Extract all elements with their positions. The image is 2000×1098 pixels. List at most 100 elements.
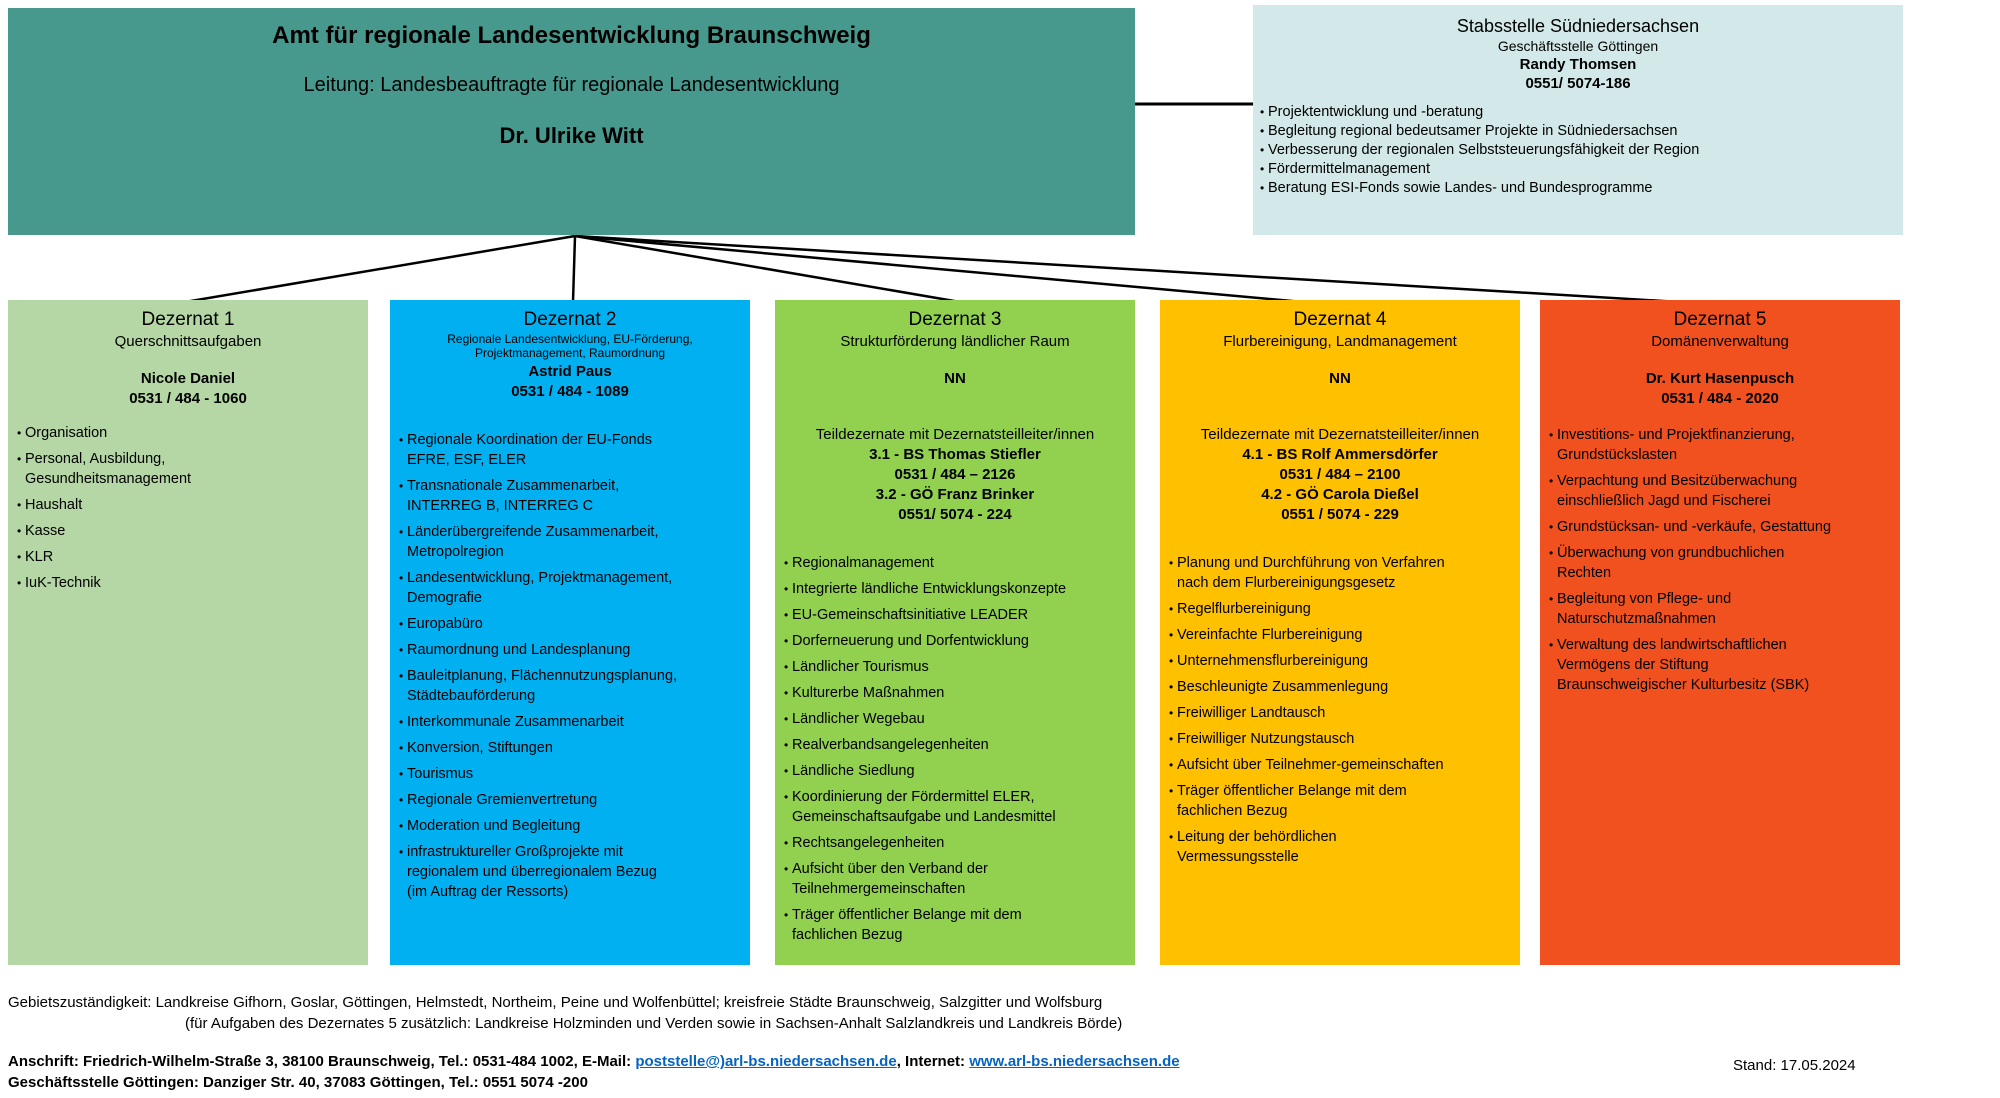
task-item: • EU-Gemeinschaftsinitiative LEADER [784,605,1131,625]
task-item-text: Ländlicher Tourismus [792,659,929,675]
task-item: • Freiwilliger Nutzungstausch [1169,729,1516,749]
task-item-text: Beratung ESI-Fonds sowie Landes- und Bun… [1268,180,1653,196]
task-item-text: KLR [25,549,54,565]
task-item: • Leitung der behördlichen Vermessungsste… [1169,827,1516,867]
task-item-text: Interkommunale Zusammenarbeit [407,714,624,730]
task-item: • Rechtsangelegenheiten [784,833,1131,853]
dezernat-3-leader: NN [944,370,966,387]
task-item-text: Vereinfachte Flurbereinigung [1177,627,1363,643]
bullet-icon: • [399,793,404,807]
task-item: • Freiwilliger Landtausch [1169,703,1516,723]
task-item-text: Projektentwicklung und -beratung [1268,104,1484,120]
task-item: • Begleitung von Pflege- und Naturschutzm… [1549,589,1896,629]
task-item-text: Rechtsangelegenheiten [792,835,945,851]
task-item: • Verpachtung und Besitzüberwachung einsc… [1549,471,1896,511]
bullet-icon: • [784,660,789,674]
bullet-icon: • [399,571,404,585]
address-line: Anschrift: Friedrich-Wilhelm-Straße 3, 3… [8,1052,1180,1072]
leadership-box: Amt für regionale Landesentwicklung Brau… [8,8,1135,235]
dezernat-2-title: Dezernat 2 [523,309,617,330]
bullet-icon: • [1260,162,1265,176]
dezernat-3-box: Dezernat 3 Strukturförderung ländlicher … [775,300,1135,965]
task-item: • Aufsicht über Teilnehmer-gemeinschaften [1169,755,1516,775]
stabsstelle-subtitle: Geschäftsstelle Göttingen [1497,38,1659,54]
dezernat-4-box: Dezernat 4 Flurbereinigung, Landmanageme… [1160,300,1520,965]
bullet-icon: • [784,908,789,922]
task-item: • Ländlicher Wegebau [784,709,1131,729]
email-link[interactable]: poststelle@)arl-bs.niedersachsen.de [635,1053,897,1070]
task-item-text: Koordinierung der Fördermittel ELER, Gem… [792,789,1056,825]
task-item: • Koordinierung der Fördermittel ELER, Ge… [784,787,1131,827]
task-item-text: Aufsicht über Teilnehmer-gemeinschaften [1177,757,1444,773]
task-item-text: Organisation [25,425,108,441]
task-item: • Verwaltung des landwirtschaftlichen Ver… [1549,635,1896,695]
task-item-text: Personal, Ausbildung, Gesundheitsmanagem… [25,451,192,487]
task-item-text: Regionale Koordination der EU-Fonds EFRE… [407,432,653,468]
task-item-text: Haushalt [25,497,83,513]
task-item-text: Begleitung von Pflege- und Naturschutzma… [1557,591,1732,627]
task-item: • Raumordnung und Landesplanung [399,640,746,660]
task-item: • Vereinfachte Flurbereinigung [1169,625,1516,645]
territorial-responsibility-line1: Gebietszuständigkeit: Landkreise Gifhorn… [8,994,1103,1011]
task-item-text: Bauleitplanung, Flächennutzungsplanung, … [407,668,678,704]
dezernat-5-subtitle: Domänenverwaltung [1651,333,1789,350]
bullet-icon: • [1169,732,1174,746]
bullet-icon: • [17,550,22,564]
bullet-icon: • [784,582,789,596]
task-item-text: Europabüro [407,616,483,632]
task-item: • Konversion, Stiftungen [399,738,746,758]
dezernat-3-title: Dezernat 3 [908,309,1002,330]
bullet-icon: • [1549,428,1554,442]
stabsstelle-box: Stabsstelle Südniedersachsen Geschäftsst… [1253,5,1903,235]
task-item: • Planung und Durchführung von Verfahren … [1169,553,1516,593]
bullet-icon: • [17,576,22,590]
bullet-icon: • [399,767,404,781]
task-item-text: Planung und Durchführung von Verfahren n… [1177,555,1445,591]
dezernat-2-subtitle: Regionale Landesentwicklung, EU-Förderun… [447,332,693,360]
bullet-icon: • [1549,592,1554,606]
task-item: • KLR [17,547,364,567]
task-item-text: Leitung der behördlichen Vermessungsstel… [1177,829,1337,865]
task-item-text: Freiwilliger Nutzungstausch [1177,731,1355,747]
task-item-text: Verwaltung des landwirtschaftlichen Verm… [1557,637,1810,693]
task-item-text: Dorferneuerung und Dorfentwicklung [792,633,1029,649]
bullet-icon: • [784,738,789,752]
task-item-text: Träger öffentlicher Belange mit dem fach… [1177,783,1407,819]
bullet-icon: • [784,764,789,778]
dezernat-3-team-lines: 3.1 - BS Thomas Stiefler 0531 / 484 – 21… [869,446,1041,523]
task-item: • Länderübergreifende Zusammenarbeit, Met… [399,522,746,562]
task-item-text: IuK-Technik [25,575,101,591]
task-item: • Investitions- und Projektfinanzierung, … [1549,425,1896,465]
dezernat-3-team-note: Teildezernate mit Dezernatsteilleiter/in… [815,426,1095,443]
dezernat-1-title: Dezernat 1 [141,309,235,330]
task-item-text: Länderübergreifende Zusammenarbeit, Metr… [407,524,659,560]
task-item: • Grundstücksan- und -verkäufe, Gestattun… [1549,517,1896,537]
task-item: • Kulturerbe Maßnahmen [784,683,1131,703]
task-item: • Unternehmensflurbereinigung [1169,651,1516,671]
task-item-text: Aufsicht über den Verband der Teilnehmer… [792,861,988,897]
address-text: Anschrift: Friedrich-Wilhelm-Straße 3, 3… [8,1053,636,1070]
task-item: • Transnationale Zusammenarbeit, INTERREG… [399,476,746,516]
task-item-text: Unternehmensflurbereinigung [1177,653,1369,669]
dezernat-1-bullets: • Organisation • Personal, Ausbildung, Gesu… [8,423,368,593]
dezernat-2-box: Dezernat 2 Regionale Landesentwicklung, … [390,300,750,965]
task-item: • Europabüro [399,614,746,634]
task-item-text: Landesentwicklung, Projektmanagement, De… [407,570,673,606]
task-item: • Beschleunigte Zusammenlegung [1169,677,1516,697]
task-item-text: Kulturerbe Maßnahmen [792,685,945,701]
bullet-icon: • [399,819,404,833]
task-item-text: Regionale Gremienvertretung [407,792,598,808]
bullet-icon: • [784,608,789,622]
goettingen-office-line: Geschäftsstelle Göttingen: Danziger Str.… [8,1074,588,1091]
task-item: • Bauleitplanung, Flächennutzungsplanung,… [399,666,746,706]
bullet-icon: • [1260,105,1265,119]
task-item: • Regionale Gremienvertretung [399,790,746,810]
task-item-text: Verbesserung der regionalen Selbststeuer… [1268,142,1700,158]
bullet-icon: • [1169,654,1174,668]
bullet-icon: • [1260,124,1265,138]
website-link[interactable]: www.arl-bs.niedersachsen.de [969,1053,1180,1070]
bullet-icon: • [1260,143,1265,157]
stabsstelle-contact-phone: 0551/ 5074-186 [1525,75,1631,92]
task-item-text: Moderation und Begleitung [407,818,581,834]
